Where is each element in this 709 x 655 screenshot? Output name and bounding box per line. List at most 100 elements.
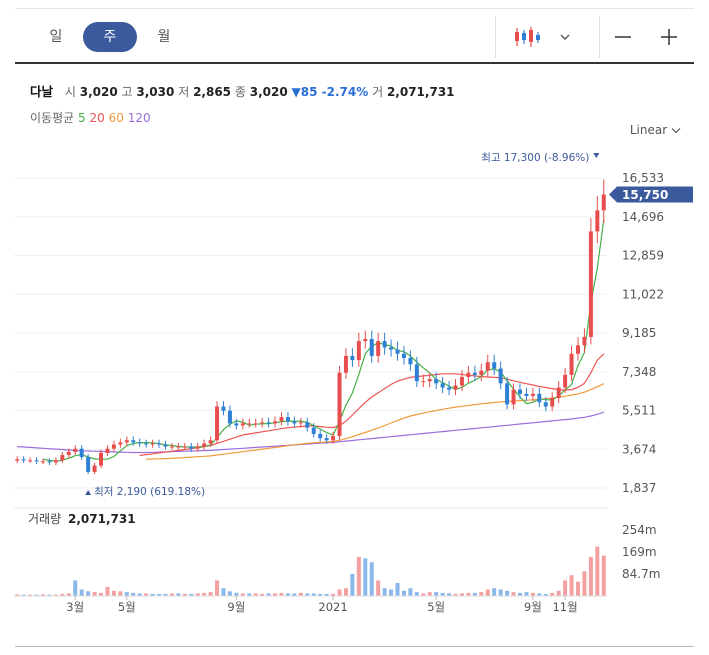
candle-body <box>556 387 561 399</box>
candle-body <box>189 446 194 449</box>
candle-body <box>395 349 400 354</box>
volume-bar <box>131 592 136 596</box>
x-tick-label: 9월 <box>524 600 542 614</box>
volume-bar <box>240 593 245 596</box>
volume-bar <box>234 592 239 596</box>
volume-bar <box>202 592 207 596</box>
ma120-line <box>17 411 604 454</box>
volume-label: 거 <box>372 85 384 99</box>
open-label: 시 <box>64 85 76 99</box>
candle-body <box>73 448 78 452</box>
volume-bar <box>350 573 355 596</box>
candle-body <box>195 446 200 449</box>
toolbar-separator <box>495 16 496 58</box>
close-value: 3,020 <box>249 85 288 99</box>
tab-monthly[interactable]: 월 <box>157 29 171 45</box>
candle-body <box>163 444 168 447</box>
candle-body <box>41 461 46 463</box>
candle-body <box>350 355 355 361</box>
volume-bar <box>324 593 329 596</box>
candle-body <box>427 379 432 382</box>
candle-body <box>60 455 65 461</box>
volume-bar <box>408 588 413 596</box>
candle-body <box>459 376 464 386</box>
low-label: 저 <box>178 85 190 99</box>
candle-body <box>169 446 174 448</box>
ma-120: 120 <box>127 111 151 125</box>
candle-body <box>202 443 207 447</box>
volume-bar <box>79 589 84 596</box>
volume-bar <box>427 592 432 596</box>
volume-tick-label: 169m <box>622 545 657 559</box>
candle-body <box>266 422 271 424</box>
volume-bar <box>369 562 374 596</box>
close-label: 종 <box>234 85 246 99</box>
candle-body <box>47 461 52 463</box>
candle-body <box>543 402 548 407</box>
candle-body <box>434 379 439 384</box>
volume-tick-label: 84.7m <box>622 567 660 581</box>
candle-body <box>34 460 39 462</box>
high-value: 3,030 <box>136 85 175 99</box>
candle-body <box>273 421 278 424</box>
candle-body <box>472 372 477 375</box>
minus-icon[interactable] <box>611 20 635 54</box>
volume-bar <box>279 592 284 596</box>
volume-tick-label: 254m <box>622 523 657 537</box>
volume-bar <box>363 558 368 596</box>
volume-bar <box>414 592 419 596</box>
min-price-label: 최저 2,190 (619.18%) <box>94 486 205 498</box>
volume-bar <box>382 588 387 596</box>
volume-bar <box>28 594 33 596</box>
candle-body <box>66 451 71 456</box>
x-tick-label: 2021 <box>318 600 347 614</box>
volume-bar <box>343 588 348 596</box>
volume-bar <box>227 591 232 596</box>
ma60-line <box>146 383 605 460</box>
change-value: ▼85 -2.74% <box>291 85 369 99</box>
candle-body <box>318 433 323 439</box>
candle-body <box>79 448 84 458</box>
volume-bar <box>498 589 503 596</box>
volume-bar <box>47 594 52 596</box>
tab-weekly[interactable]: 주 <box>83 22 137 52</box>
candle-body <box>376 341 381 356</box>
volume-bar <box>60 593 65 596</box>
tab-daily[interactable]: 일 <box>49 29 63 45</box>
volume-bar <box>111 590 116 596</box>
chevron-down-icon[interactable] <box>553 20 577 54</box>
volume-bar <box>298 592 303 596</box>
ma5-line <box>42 219 605 462</box>
candle-body <box>595 210 600 232</box>
candlestick-icon[interactable] <box>507 20 547 54</box>
volume-bar <box>53 594 58 596</box>
candle-body <box>215 406 220 441</box>
volume-bar <box>517 592 522 596</box>
volume-bar <box>169 593 174 596</box>
volume-bar <box>285 593 290 596</box>
candle-body <box>414 364 419 382</box>
volume-bar <box>189 593 194 596</box>
candle-body <box>124 440 129 443</box>
volume-bar <box>550 592 555 596</box>
candle-body <box>260 422 265 424</box>
volume-bar <box>459 593 464 596</box>
candle-body <box>517 389 522 394</box>
volume-bar <box>511 592 516 596</box>
open-value: 3,020 <box>79 85 118 99</box>
volume-bar <box>215 580 220 596</box>
candle-body <box>337 372 342 437</box>
volume-bar <box>137 593 142 596</box>
header-divider <box>15 62 694 64</box>
candle-body <box>537 393 542 403</box>
candle-body <box>285 417 290 422</box>
candle-body <box>234 423 239 426</box>
plus-icon[interactable] <box>657 20 681 54</box>
volume-bar <box>144 593 149 596</box>
volume-bar <box>195 593 200 596</box>
candle-body <box>343 355 348 373</box>
candle-body <box>408 357 413 365</box>
scale-type-dropdown[interactable]: Linear <box>630 123 681 137</box>
volume-bar <box>318 593 323 596</box>
